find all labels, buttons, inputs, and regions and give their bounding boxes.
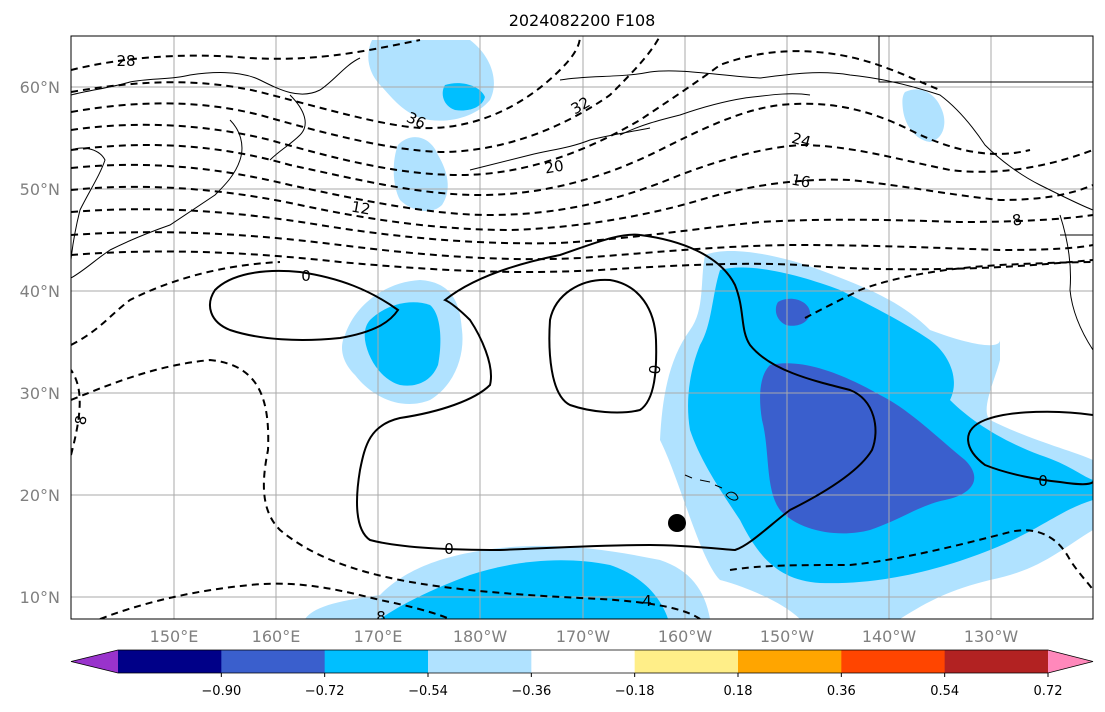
colorbar-segment bbox=[738, 650, 842, 673]
contour-label: 8 bbox=[71, 414, 90, 427]
colorbar-outline bbox=[70, 649, 1094, 674]
storm-marker bbox=[668, 514, 686, 532]
shaded-region-dark bbox=[760, 363, 975, 534]
colorbar-segment bbox=[634, 650, 739, 673]
coastlines bbox=[71, 57, 1093, 501]
graticule bbox=[71, 36, 1093, 619]
shaded-region-medium bbox=[442, 83, 485, 111]
contour-label: 8 bbox=[376, 608, 386, 626]
colorbar-tick-label: 0.36 bbox=[827, 684, 856, 699]
colorbar-segment bbox=[324, 650, 429, 673]
map-title: 2024082200 F108 bbox=[509, 11, 656, 30]
contour-label: 28 bbox=[116, 52, 135, 70]
lon-label: 140°W bbox=[862, 627, 917, 646]
latitude-labels: 60°N 50°N 40°N 30°N 20°N 10°N bbox=[20, 78, 60, 607]
contour-label: 12 bbox=[350, 198, 372, 219]
lon-label: 170°E bbox=[354, 627, 403, 646]
colorbar-tick-label: −0.54 bbox=[408, 684, 448, 699]
coastline-aleutians bbox=[469, 127, 651, 171]
contour-labels: 28 36 32 24 20 16 12 8 0 0 0 0 4 8 8 bbox=[71, 52, 1048, 626]
contour-label: 0 bbox=[301, 267, 311, 285]
colorbar-segment bbox=[944, 650, 1049, 673]
contour-label: 0 bbox=[646, 364, 665, 375]
lon-label: 130°W bbox=[964, 627, 1019, 646]
lon-label: 150°W bbox=[760, 627, 815, 646]
coastline-kamchatka-peninsula bbox=[269, 94, 306, 161]
shaded-region-light bbox=[393, 137, 448, 212]
colorbar-tick-label: −0.36 bbox=[511, 684, 551, 699]
zero-contours bbox=[209, 233, 1093, 552]
contour-label: 20 bbox=[543, 157, 565, 178]
shaded-region-medium bbox=[380, 560, 668, 619]
colorbar-segment bbox=[531, 650, 636, 673]
contour-label: 8 bbox=[1011, 210, 1024, 229]
colorbar-extend-low bbox=[71, 650, 118, 673]
coastline-kamchatka bbox=[71, 57, 361, 96]
coastline-alaska bbox=[559, 70, 1093, 211]
lat-label: 10°N bbox=[20, 588, 60, 607]
lon-label: 170°W bbox=[556, 627, 611, 646]
shaded-region-light bbox=[902, 89, 945, 142]
longitude-labels: 150°E 160°E 170°E 180°W 170°W 160°W 150°… bbox=[150, 627, 1019, 646]
coastline-kuril bbox=[71, 147, 106, 261]
lon-label: 180°W bbox=[453, 627, 508, 646]
border-lines bbox=[878, 36, 1093, 236]
lat-label: 60°N bbox=[20, 78, 60, 97]
colorbar-tick-label: 0.54 bbox=[930, 684, 959, 699]
contour-label: 0 bbox=[1038, 472, 1048, 490]
colorbar-tick-label: 0.18 bbox=[724, 684, 753, 699]
colorbar-extend-high bbox=[1048, 650, 1093, 673]
map-frame bbox=[70, 35, 1094, 620]
lat-label: 40°N bbox=[20, 282, 60, 301]
lon-label: 150°E bbox=[150, 627, 199, 646]
lat-label: 30°N bbox=[20, 384, 60, 403]
colorbar-segment bbox=[221, 650, 326, 673]
lon-label: 160°E bbox=[252, 627, 301, 646]
contour-label: 24 bbox=[790, 129, 813, 151]
dashed-contours bbox=[71, 36, 1093, 619]
colorbar-segment bbox=[841, 650, 946, 673]
colorbar: −0.90 −0.72 −0.54 −0.36 −0.18 0.18 0.36 0.54 0.7… bbox=[70, 649, 1094, 699]
contour-label: 0 bbox=[444, 540, 454, 558]
contour-label: 16 bbox=[790, 171, 812, 192]
lon-label: 160°W bbox=[658, 627, 713, 646]
coastline-hawaii bbox=[684, 474, 739, 501]
colorbar-tick-label: −0.72 bbox=[305, 684, 345, 699]
coastline-north-america-west bbox=[1059, 214, 1093, 351]
colorbar-tick-label: 0.72 bbox=[1034, 684, 1063, 699]
colorbar-segment bbox=[428, 650, 532, 673]
contour-label: 4 bbox=[642, 592, 652, 610]
lat-label: 50°N bbox=[20, 180, 60, 199]
colorbar-tick-label: −0.90 bbox=[201, 684, 241, 699]
colorbar-segment bbox=[118, 650, 222, 673]
coastline-alaska-south bbox=[619, 93, 811, 136]
shaded-region-dark-small bbox=[775, 298, 810, 326]
map-panel: 28 36 32 24 20 16 12 8 0 0 0 0 4 8 8 bbox=[71, 36, 1093, 626]
colorbar-tick-label: −0.18 bbox=[615, 684, 655, 699]
lat-label: 20°N bbox=[20, 486, 60, 505]
